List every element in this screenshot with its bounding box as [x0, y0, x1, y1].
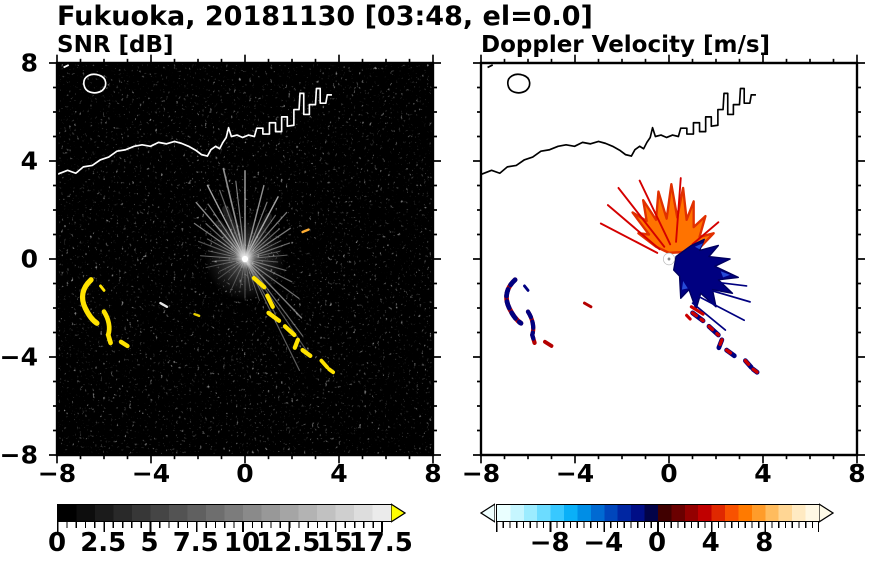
coastline	[480, 64, 756, 176]
velocity-shape	[685, 305, 705, 321]
plot-frame	[479, 61, 859, 457]
velocity-shape	[525, 309, 537, 345]
y-tick-label: 4	[20, 146, 38, 176]
velocity-shape	[504, 277, 524, 326]
x-tick-label: −8	[37, 459, 77, 488]
x-tick-label: 0	[236, 459, 254, 488]
coastline	[56, 64, 332, 176]
x-tick-label: −4	[131, 459, 171, 488]
cb-tick-label: 17.5	[348, 528, 413, 558]
snr-clutter-patch	[301, 228, 310, 234]
x-tick-label: −8	[461, 459, 501, 488]
snr-clutter-patch	[319, 358, 336, 375]
cb-tick-label: 0	[47, 528, 67, 558]
vel-colorbar-minor-ticks	[496, 522, 819, 528]
cb-tick-label: 5	[140, 528, 159, 558]
snr-colorbar-labels: 0 2.5 5 7.5 10 12.5 15 17.5	[48, 528, 413, 564]
x-tick-label: 4	[754, 459, 772, 488]
axis-ticks	[473, 54, 865, 464]
velocity-shape	[599, 177, 720, 254]
cb-tick-label: 10	[223, 528, 261, 558]
snr-clutter-patch	[99, 284, 106, 292]
vel-panel-title: Doppler Velocity [m/s]	[481, 32, 771, 58]
vel-colorbar-under-arrow	[480, 503, 495, 523]
snr-field-layer	[56, 64, 336, 375]
y-axis-labels: 8 4 0 −4 −8	[0, 49, 52, 470]
vel-colorbar-labels: −8 −4 0 4 8	[496, 528, 818, 564]
snr-clutter-patch	[118, 339, 130, 349]
snr-panel-title: SNR [dB]	[57, 32, 174, 58]
snr-colorbar-over-arrow	[391, 503, 406, 523]
cb-tick-label: 4	[701, 528, 720, 558]
y-tick-label: 0	[20, 244, 38, 274]
snr-clutter-patch	[159, 301, 169, 308]
x-tick-label: 0	[660, 459, 678, 488]
plot-frame	[55, 61, 435, 457]
snr-plot	[49, 54, 441, 464]
vel-x-axis-labels: −8 −4 0 4 8	[462, 459, 866, 489]
x-tick-label: 8	[424, 459, 442, 488]
snr-x-axis-labels: −8 −4 0 4 8	[38, 459, 442, 489]
velocity-shape	[543, 339, 554, 348]
cb-tick-label: 2.5	[80, 528, 127, 558]
x-tick-label: 4	[330, 459, 348, 488]
velocity-shape	[582, 301, 593, 309]
cb-tick-label: 12.5	[256, 528, 321, 558]
y-tick-label: −8	[0, 440, 38, 470]
snr-clutter-patch	[101, 309, 113, 346]
vel-plot	[473, 54, 865, 464]
cb-tick-label: 15	[316, 528, 353, 558]
velocity-shape	[691, 280, 751, 331]
vel-plot-panel	[473, 54, 865, 464]
x-tick-label: −4	[555, 459, 595, 488]
snr-clutter-patch	[193, 312, 201, 318]
y-tick-label: 8	[20, 48, 38, 78]
velocity-shape	[631, 183, 715, 255]
vel-colorbar-over-arrow	[819, 503, 834, 523]
cb-tick-label: 8	[755, 528, 774, 558]
cb-tick-label: 0	[647, 528, 667, 558]
velocity-shape	[672, 238, 740, 310]
y-tick-label: −4	[0, 342, 38, 372]
velocity-shape	[523, 284, 530, 292]
snr-colorbar	[57, 504, 392, 522]
vel-colorbar	[496, 504, 820, 522]
snr-clutter-patch	[79, 277, 100, 326]
snr-colorbar-minor-ticks	[57, 522, 391, 528]
snr-plot-panel	[49, 54, 441, 464]
x-tick-label: 8	[848, 459, 866, 488]
cb-tick-label: −4	[583, 528, 624, 558]
cb-tick-label: −8	[529, 528, 570, 558]
cb-tick-label: 7.5	[172, 528, 219, 558]
velocity-shape	[690, 311, 759, 374]
figure-title: Fukuoka, 20181130 [03:48, el=0.0]	[57, 1, 593, 32]
vel-field-layer	[480, 64, 760, 375]
snr-clutter-patch	[251, 275, 313, 358]
